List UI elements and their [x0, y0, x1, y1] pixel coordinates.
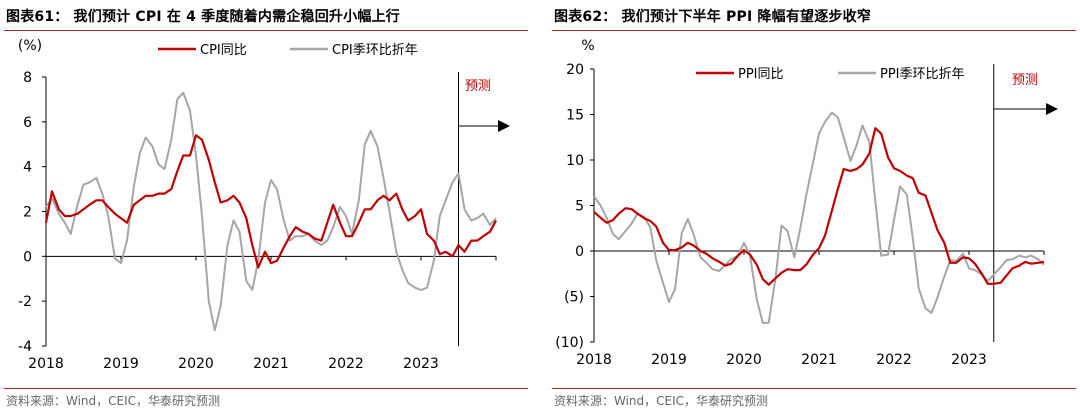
forecast-label: 预测: [465, 79, 491, 94]
y-tick-label: 5: [575, 199, 584, 215]
y-tick-label: -4: [18, 339, 32, 355]
y-tick-label: 0: [23, 249, 32, 265]
y-unit-label: (%): [18, 38, 42, 54]
x-tick-label: 2018: [576, 352, 612, 368]
y-tick-label: 20: [566, 62, 584, 78]
source-rule: [552, 388, 1076, 389]
legend-label-2: PPI季环比折年: [880, 67, 965, 82]
y-tick-label: 10: [566, 153, 584, 169]
x-tick-label: 2019: [651, 352, 687, 368]
source-note: 资料来源：Wind，CEIC，华泰研究预测: [6, 394, 221, 408]
figure-title: 图表62： 我们预计下半年 PPI 降幅有望逐步收窄: [554, 9, 872, 25]
y-tick-label: 4: [23, 160, 32, 176]
forecast-arrow-head: [498, 120, 510, 132]
x-tick-label: 2022: [328, 356, 364, 372]
y-tick-label: (5): [564, 290, 584, 306]
legend-label-1: CPI同比: [200, 43, 247, 58]
series-line-1: [44, 134, 497, 269]
x-tick-label: 2020: [178, 356, 214, 372]
legend-label-2: CPI季环比折年: [332, 43, 418, 58]
y-tick-label: 8: [23, 70, 32, 86]
title-rule: [552, 30, 1076, 31]
y-tick-label: 0: [575, 244, 584, 260]
title-rule: [4, 30, 528, 31]
y-tick-label: 6: [23, 115, 32, 131]
x-tick-label: 2019: [103, 356, 139, 372]
series-line-1: [593, 127, 1045, 286]
y-tick-label: -2: [18, 294, 32, 310]
x-tick-label: 2023: [951, 352, 987, 368]
x-tick-label: 2020: [726, 352, 762, 368]
x-tick-label: 2018: [28, 356, 64, 372]
chart-panel-ppi: 图表62： 我们预计下半年 PPI 降幅有望逐步收窄 (10) (5) 0 5 10 15…: [548, 0, 1080, 409]
source-note: 资料来源：Wind，CEIC，华泰研究预测: [554, 394, 769, 408]
legend-label-1: PPI同比: [738, 67, 784, 82]
y-unit-label: %: [581, 38, 594, 54]
figure-title: 图表61： 我们预计 CPI 在 4 季度随着内需企稳回升小幅上行: [6, 9, 400, 25]
cpi-line-chart: -4 -2 0 2 4 6 8 2018 2019 2020 2021 2022 2023 (%) 预测 CP…: [18, 38, 510, 372]
y-tick-label: (10): [555, 335, 584, 351]
forecast-label: 预测: [1012, 73, 1038, 88]
ppi-line-chart: (10) (5) 0 5 10 15 20 2018 2019 2020 2021 2022 2023%…: [555, 38, 1058, 368]
source-rule: [4, 388, 528, 389]
forecast-arrow-head: [1046, 103, 1058, 115]
y-tick-label: 2: [23, 205, 32, 221]
x-tick-label: 2023: [403, 356, 439, 372]
x-tick-label: 2021: [801, 352, 837, 368]
series-line-2: [593, 111, 1045, 324]
chart-panel-cpi: 图表61： 我们预计 CPI 在 4 季度随着内需企稳回升小幅上行 -4 -2 0 2…: [0, 0, 532, 409]
x-tick-label: 2022: [876, 352, 912, 368]
y-tick-label: 15: [566, 108, 584, 124]
series-line-2: [45, 91, 497, 332]
x-tick-label: 2021: [253, 356, 289, 372]
